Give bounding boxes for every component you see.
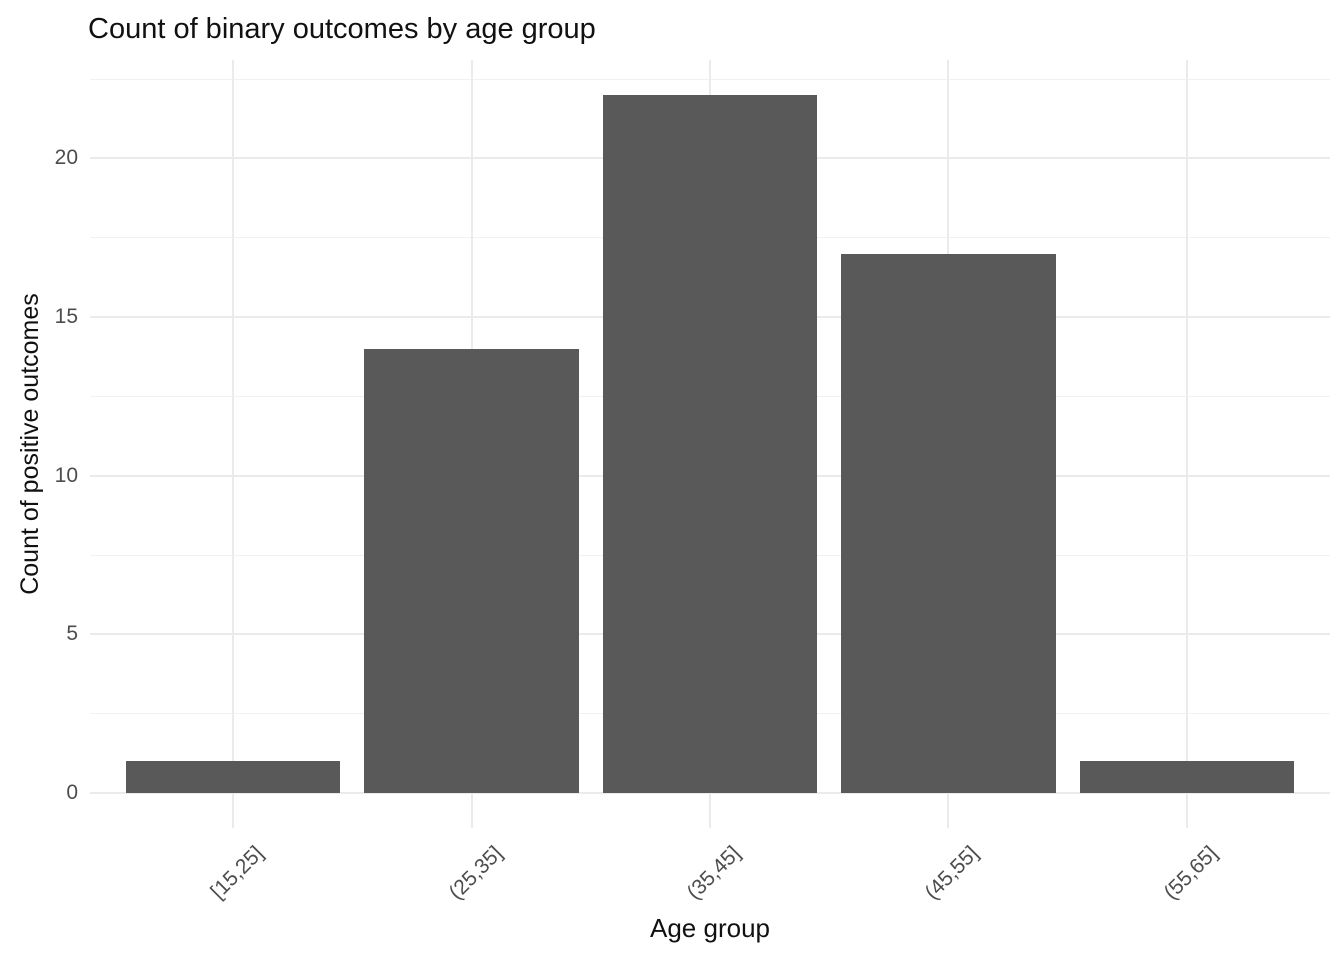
bar [841, 253, 1056, 794]
bar [602, 94, 818, 794]
bar [364, 348, 579, 794]
plot-panel [90, 60, 1330, 828]
y-tick-label: 5 [66, 622, 78, 646]
bar [1079, 761, 1295, 794]
chart-title: Count of binary outcomes by age group [88, 13, 596, 45]
y-tick-label: 15 [54, 305, 78, 329]
gridline-major-x [232, 60, 235, 828]
x-axis-title: Age group [650, 913, 770, 943]
gridline-major-x [1185, 60, 1188, 828]
y-tick-label: 0 [66, 781, 78, 805]
y-tick-label: 20 [54, 146, 78, 170]
y-axis-title: Count of positive outcomes [16, 293, 44, 595]
bar [125, 761, 341, 794]
y-tick-label: 10 [54, 463, 78, 487]
